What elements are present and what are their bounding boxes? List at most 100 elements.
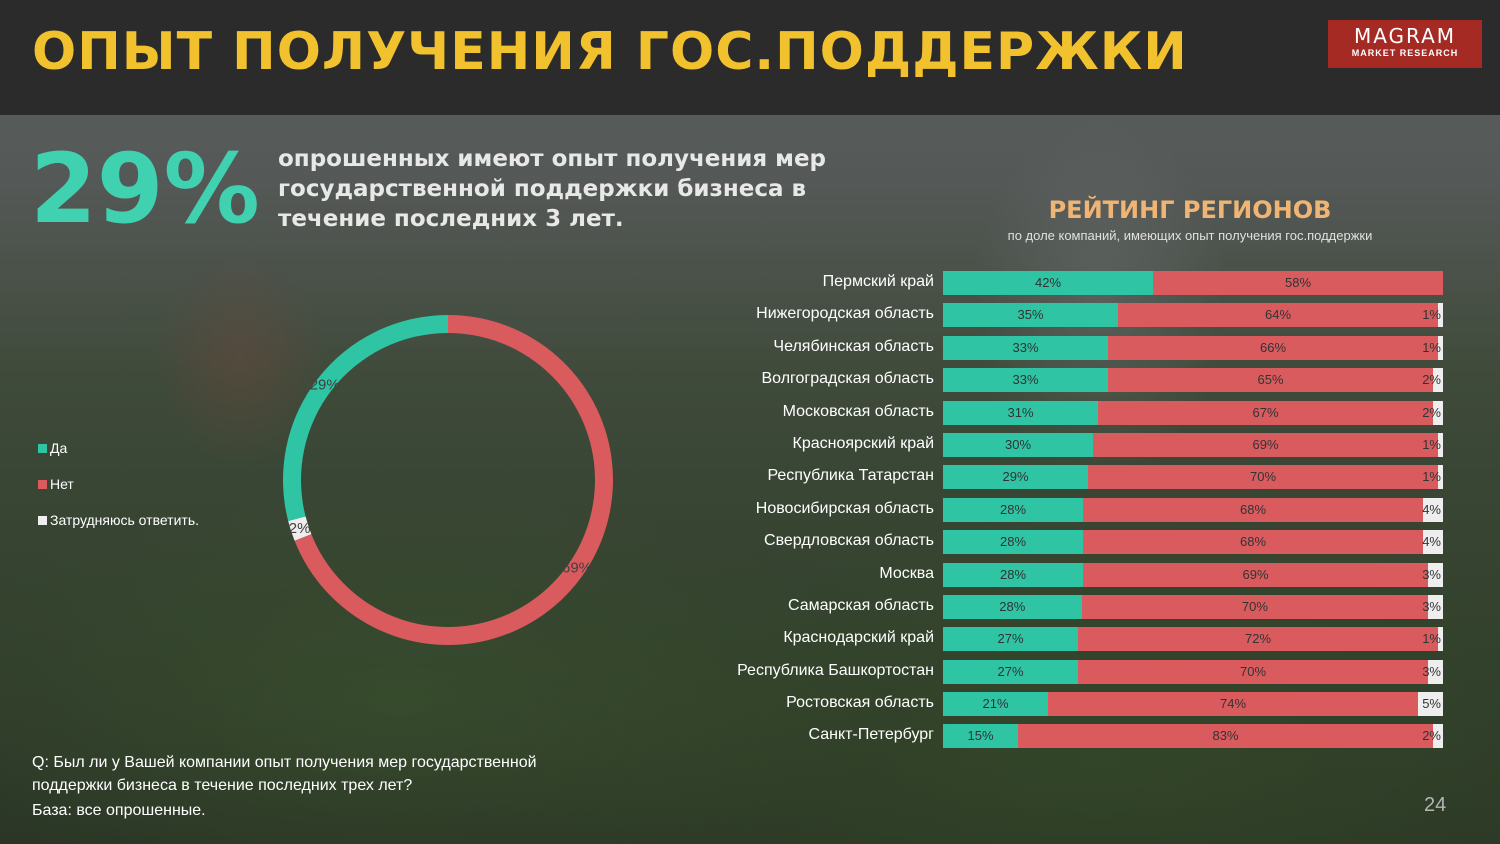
bar-value-label: 1% — [1422, 469, 1441, 485]
region-row: Нижегородская область 35% 64% 1% — [700, 301, 1444, 333]
bar-value-label: 5% — [1422, 696, 1441, 712]
bar-value-label: 74% — [1219, 696, 1247, 712]
bar-segment-yes: 28% — [943, 497, 1083, 522]
region-row: Московская область 31% 67% 2% — [700, 399, 1444, 431]
bar-value-label: 28% — [999, 501, 1027, 517]
bar-value-label: 4% — [1422, 501, 1441, 517]
bar-segment-dk: 1% — [1422, 432, 1443, 457]
region-bar: 29% 70% 1% — [943, 465, 1443, 490]
region-bar: 30% 69% 1% — [943, 432, 1443, 457]
region-bar: 27% 72% 1% — [943, 627, 1443, 652]
bar-value-label: 1% — [1422, 339, 1441, 355]
bar-segment-yes: 35% — [943, 303, 1118, 328]
region-row: Волгоградская область 33% 65% 2% — [700, 366, 1444, 398]
region-row: Челябинская область 33% 66% 1% — [700, 334, 1444, 366]
bar-value-label: 65% — [1257, 372, 1284, 388]
region-bar: 27% 70% 3% — [943, 659, 1443, 684]
legend-label-no: Нет — [50, 476, 74, 492]
bar-segment-no: 70% — [1088, 465, 1438, 490]
bar-value-label: 3% — [1422, 598, 1441, 614]
region-label: Челябинская область — [773, 337, 934, 355]
region-row: Республика Башкортостан 27% 70% 3% — [700, 658, 1444, 690]
bar-value-label: 28% — [999, 566, 1027, 582]
bar-segment-dk: 1% — [1422, 465, 1443, 490]
bar-segment-dk: 4% — [1422, 497, 1443, 522]
bar-segment-dk: 2% — [1422, 400, 1443, 425]
bar-segment-no: 69% — [1093, 432, 1438, 457]
region-bar: 28% 70% 3% — [943, 594, 1443, 619]
bar-value-label: 28% — [999, 598, 1026, 614]
region-bar: 33% 66% 1% — [943, 335, 1443, 360]
region-row: Новосибирская область 28% 68% 4% — [700, 496, 1444, 528]
region-label: Красноярский край — [792, 434, 934, 452]
bar-segment-no: 72% — [1078, 627, 1438, 652]
bar-value-label: 69% — [1252, 436, 1279, 452]
bar-value-label: 28% — [999, 534, 1027, 550]
region-row: Самарская область 28% 70% 3% — [700, 593, 1444, 625]
bar-segment-dk: 1% — [1422, 303, 1443, 328]
donut-slice-dk — [288, 516, 312, 541]
region-row: Москва 28% 69% 3% — [700, 561, 1444, 593]
page-title: ОПЫТ ПОЛУЧЕНИЯ ГОС.ПОДДЕРЖКИ — [32, 22, 1188, 82]
logo-tagline: MARKET RESEARCH — [1351, 48, 1459, 58]
bar-value-label: 21% — [982, 696, 1009, 712]
header-bar: ОПЫТ ПОЛУЧЕНИЯ ГОС.ПОДДЕРЖКИ MAGRAM MARK… — [0, 0, 1500, 115]
region-row: Ростовская область 21% 74% 5% — [700, 690, 1444, 722]
survey-base: База: все опрошенные. — [32, 802, 206, 819]
bar-segment-dk: 2% — [1422, 368, 1443, 393]
bar-value-label: 27% — [997, 631, 1024, 647]
region-bar: 35% 64% 1% — [943, 303, 1443, 328]
region-label: Нижегородская область — [756, 305, 934, 323]
region-bar: 31% 67% 2% — [943, 400, 1443, 425]
region-label: Краснодарский край — [783, 629, 934, 647]
survey-question: Q: Был ли у Вашей компании опыт получени… — [32, 754, 537, 794]
donut-legend: Да Нет Затрудняюсь ответить. — [38, 430, 199, 538]
bar-segment-yes: 27% — [943, 627, 1078, 652]
bar-value-label: 64% — [1264, 307, 1292, 323]
bar-value-label: 4% — [1422, 534, 1441, 550]
bar-segment-no: 68% — [1083, 497, 1423, 522]
bar-segment-no: 68% — [1083, 530, 1423, 555]
bar-segment-yes: 28% — [943, 530, 1083, 555]
region-row: Пермский край 42% 58% — [700, 269, 1444, 301]
region-label: Санкт-Петербург — [808, 726, 934, 744]
bar-value-label: 33% — [1012, 372, 1039, 388]
bar-value-label: 58% — [1284, 275, 1312, 290]
legend-item-no: Нет — [38, 466, 199, 502]
legend-swatch-yes — [38, 443, 47, 453]
bar-value-label: 2% — [1422, 372, 1441, 388]
bar-segment-yes: 42% — [943, 271, 1153, 295]
bar-segment-dk: 4% — [1422, 530, 1443, 555]
legend-label-dk: Затрудняюсь ответить. — [50, 512, 199, 528]
bar-segment-yes: 27% — [943, 659, 1078, 684]
donut-label-no: 69% — [562, 560, 592, 577]
region-label: Республика Татарстан — [767, 467, 934, 485]
legend-item-dk: Затрудняюсь ответить. — [38, 502, 199, 538]
bar-segment-no: 70% — [1078, 659, 1428, 684]
bar-segment-no: 74% — [1048, 692, 1418, 717]
bar-segment-yes: 29% — [943, 465, 1088, 490]
region-bars: Пермский край 42% 58% Нижегородская область… — [700, 269, 1444, 755]
bar-segment-no: 65% — [1108, 368, 1433, 393]
rating-subtitle: по доле компаний, имеющих опыт получения… — [1007, 228, 1373, 243]
bar-segment-dk: 2% — [1422, 724, 1443, 749]
region-label: Пермский край — [822, 273, 934, 290]
region-bar: 21% 74% 5% — [943, 692, 1443, 717]
region-row: Санкт-Петербург 15% 83% 2% — [700, 722, 1444, 754]
legend-swatch-no — [38, 479, 47, 489]
region-label: Свердловская область — [764, 532, 934, 550]
region-label: Москва — [879, 564, 934, 582]
region-bar: 28% 68% 4% — [943, 497, 1443, 522]
region-row: Свердловская область 28% 68% 4% — [700, 528, 1444, 560]
bar-segment-no: 67% — [1098, 400, 1433, 425]
bar-value-label: 42% — [1034, 275, 1062, 290]
bar-segment-yes: 31% — [943, 400, 1098, 425]
bar-segment-yes: 30% — [943, 432, 1093, 457]
bar-value-label: 70% — [1249, 469, 1277, 485]
page-number: 24 — [1424, 794, 1447, 816]
region-row: Краснодарский край 27% 72% 1% — [700, 625, 1444, 657]
bar-segment-dk: 1% — [1422, 335, 1443, 360]
bar-segment-dk: 1% — [1422, 627, 1443, 652]
region-bar: 15% 83% 2% — [943, 724, 1443, 749]
donut-slice-yes — [283, 315, 448, 522]
